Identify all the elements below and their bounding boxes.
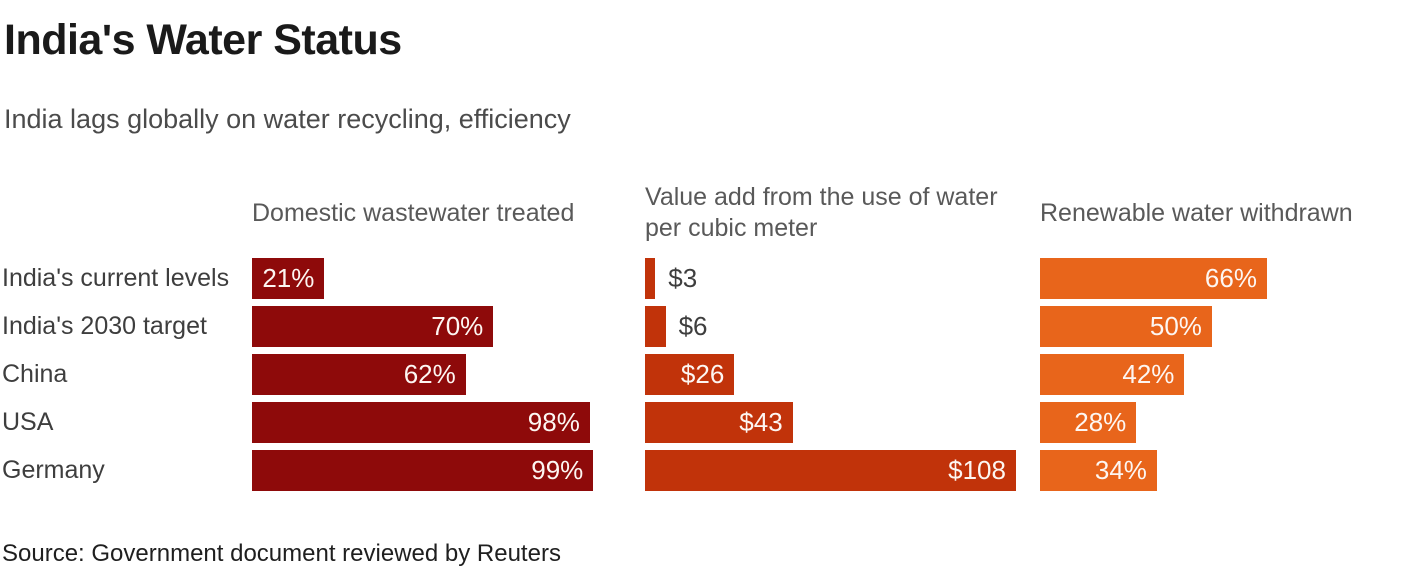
panel-header-renewable-water-withdrawn: Renewable water withdrawn bbox=[1040, 198, 1353, 227]
bar: 28% bbox=[1040, 402, 1137, 443]
bar-cell: $43 bbox=[645, 402, 1040, 443]
bar-cell: 70% bbox=[252, 306, 645, 347]
category-label: India's 2030 target bbox=[2, 312, 207, 340]
panel-header-domestic-wastewater-treated: Domestic wastewater treated bbox=[252, 198, 575, 227]
bar: $108 bbox=[645, 450, 1016, 491]
chart-row: China 62% $26 42% bbox=[0, 354, 1420, 395]
bar-value-label: 70% bbox=[431, 311, 484, 341]
category-label: India's current levels bbox=[2, 264, 230, 292]
bar-cell: 50% bbox=[1040, 306, 1420, 347]
bar: 34% bbox=[1040, 450, 1157, 491]
category-label: USA bbox=[2, 408, 54, 436]
bar-value-label: 28% bbox=[1074, 407, 1127, 437]
bar bbox=[645, 306, 666, 347]
bar-value-label: $6 bbox=[678, 311, 708, 341]
bar-value-label: 21% bbox=[262, 263, 315, 293]
bar bbox=[645, 258, 656, 299]
bar-cell: $26 bbox=[645, 354, 1040, 395]
bar-cell: $3 bbox=[645, 258, 1040, 299]
bar-cell: 42% bbox=[1040, 354, 1420, 395]
bar-cell: $108 bbox=[645, 450, 1040, 491]
bar-value-label: 62% bbox=[403, 359, 456, 389]
bar-value-label: $43 bbox=[739, 407, 783, 437]
bar: 21% bbox=[252, 258, 325, 299]
bar-cell: $6 bbox=[645, 306, 1040, 347]
bar: 50% bbox=[1040, 306, 1212, 347]
bar-value-label: $3 bbox=[668, 263, 698, 293]
bar-cell: 99% bbox=[252, 450, 645, 491]
chart-row: India's 2030 target 70% $6 50% bbox=[0, 306, 1420, 347]
bar-value-label: $108 bbox=[948, 455, 1006, 485]
bar: 42% bbox=[1040, 354, 1185, 395]
bar-cell: 66% bbox=[1040, 258, 1420, 299]
bar-value-label: 99% bbox=[531, 455, 584, 485]
bar: $26 bbox=[645, 354, 735, 395]
bar-cell: 34% bbox=[1040, 450, 1420, 491]
bar: 66% bbox=[1040, 258, 1267, 299]
bar: 98% bbox=[252, 402, 590, 443]
chart-subtitle: India lags globally on water recycling, … bbox=[4, 104, 571, 134]
bar-cell: 62% bbox=[252, 354, 645, 395]
chart-title: India's Water Status bbox=[4, 16, 402, 64]
bar-cell: 28% bbox=[1040, 402, 1420, 443]
bar: 62% bbox=[252, 354, 466, 395]
chart-row: USA 98% $43 28% bbox=[0, 402, 1420, 443]
bar: $43 bbox=[645, 402, 793, 443]
chart-row: India's current levels 21% $3 66% bbox=[0, 258, 1420, 299]
bar-value-label: $26 bbox=[680, 359, 725, 389]
bar-cell: 21% bbox=[252, 258, 645, 299]
bar-cell: 98% bbox=[252, 402, 645, 443]
bar-value-label: 42% bbox=[1122, 359, 1175, 389]
chart-row: Germany 99% $108 34% bbox=[0, 450, 1420, 491]
bar-value-label: 66% bbox=[1204, 263, 1257, 293]
bar: 70% bbox=[252, 306, 494, 347]
bar-value-label: 34% bbox=[1094, 455, 1147, 485]
chart-rows: India's current levels 21% $3 66% India's 20… bbox=[0, 258, 1420, 498]
source-note: Source: Government document reviewed by … bbox=[2, 540, 561, 567]
panel-header-value-add-per-cubic-meter: Value add from the use of water per cubi… bbox=[645, 183, 998, 242]
bar-value-label: 98% bbox=[527, 407, 580, 437]
bar: 99% bbox=[252, 450, 594, 491]
bar-value-label: 50% bbox=[1149, 311, 1202, 341]
category-label: China bbox=[2, 360, 68, 388]
category-label: Germany bbox=[2, 456, 105, 484]
